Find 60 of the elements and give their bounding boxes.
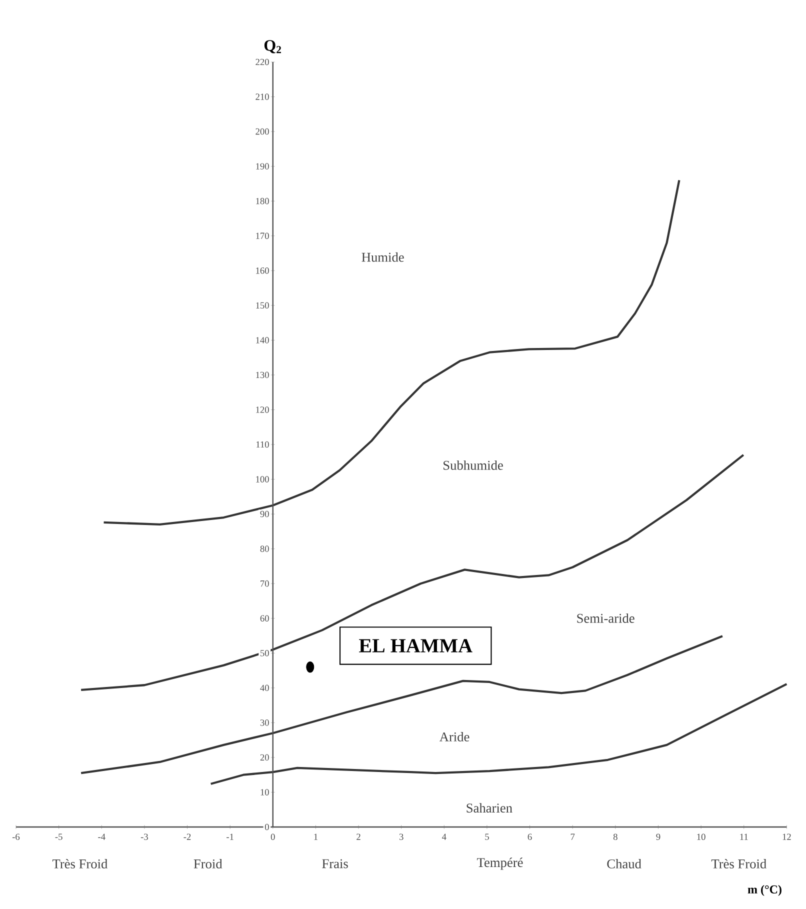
x-tick-label: -1: [226, 834, 234, 840]
x-tick-label: 7: [570, 834, 575, 840]
x-tick-label: 3: [399, 834, 404, 840]
text: Très Froid: [711, 859, 766, 868]
y-tick-label: 200: [256, 128, 269, 135]
y-tick-label: 170: [256, 232, 269, 239]
y-tick-label: 120: [256, 406, 269, 413]
y-tick-label: 10: [260, 789, 269, 796]
text: Frais: [322, 859, 348, 868]
x-tick-label: -3: [140, 834, 148, 840]
line-series: [80, 454, 745, 692]
x-tick-label: 12: [782, 834, 791, 840]
annotation: Aride: [439, 732, 470, 742]
y-axis-title: Q$_{2}$: [264, 40, 281, 54]
x-tick-label: -5: [55, 834, 62, 840]
x-tick-label: 2: [356, 834, 360, 840]
x-tick-label: 6: [528, 834, 532, 840]
y-tick-label: 100: [256, 476, 269, 482]
x-tick-label: 5: [485, 834, 489, 840]
y-tick-label: 220: [256, 58, 269, 66]
line-series: [80, 635, 724, 774]
y-tick-label: 160: [256, 267, 269, 274]
annotation: Saharien: [466, 803, 512, 813]
y-tick-label: 20: [260, 754, 269, 761]
y-tick-label: 110: [256, 441, 269, 448]
annotation: Semi-aride: [577, 613, 634, 623]
x-tick-label: 4: [442, 834, 446, 840]
x-tick-label: -6: [12, 834, 20, 840]
text: Froid: [194, 859, 222, 868]
y-tick-label: 130: [256, 372, 269, 378]
y-tick-label: 210: [256, 94, 269, 100]
y-tick-label: 50: [260, 650, 269, 656]
x-tick-label: 9: [656, 834, 660, 840]
y-tick-label: 0: [264, 824, 269, 830]
y-tick-label: 150: [256, 302, 269, 309]
y-tick-label: 80: [260, 546, 269, 552]
x-tick-label: 8: [613, 834, 618, 840]
text: EL HAMMA: [359, 639, 472, 652]
line-series: [102, 179, 680, 526]
annotation: Humide: [362, 252, 404, 262]
y-tick-label: 60: [260, 615, 269, 622]
text: Très Froid: [52, 859, 108, 868]
x-tick-label: -4: [98, 834, 106, 840]
x-tick-label: 1: [314, 834, 318, 840]
y-tick-label: 70: [260, 580, 269, 587]
y-tick-label: 90: [260, 510, 269, 518]
y-tick-label: 40: [260, 684, 269, 692]
x-tick-label: -2: [184, 834, 191, 840]
line-series: [210, 683, 788, 785]
y-tick-label: 180: [256, 198, 269, 204]
y-tick-label: 140: [256, 337, 269, 344]
text: Tempéré: [477, 858, 523, 870]
x-tick-label: 11: [740, 834, 748, 840]
x-tick-label: 10: [697, 834, 706, 840]
y-tick-label: 190: [256, 163, 269, 170]
y-tick-label: 30: [260, 720, 269, 726]
x-axis-title: m (°C): [748, 885, 782, 896]
annotation: Subhumide: [444, 460, 503, 470]
x-tick-label: 0: [270, 834, 275, 840]
text: Chaud: [607, 859, 642, 868]
